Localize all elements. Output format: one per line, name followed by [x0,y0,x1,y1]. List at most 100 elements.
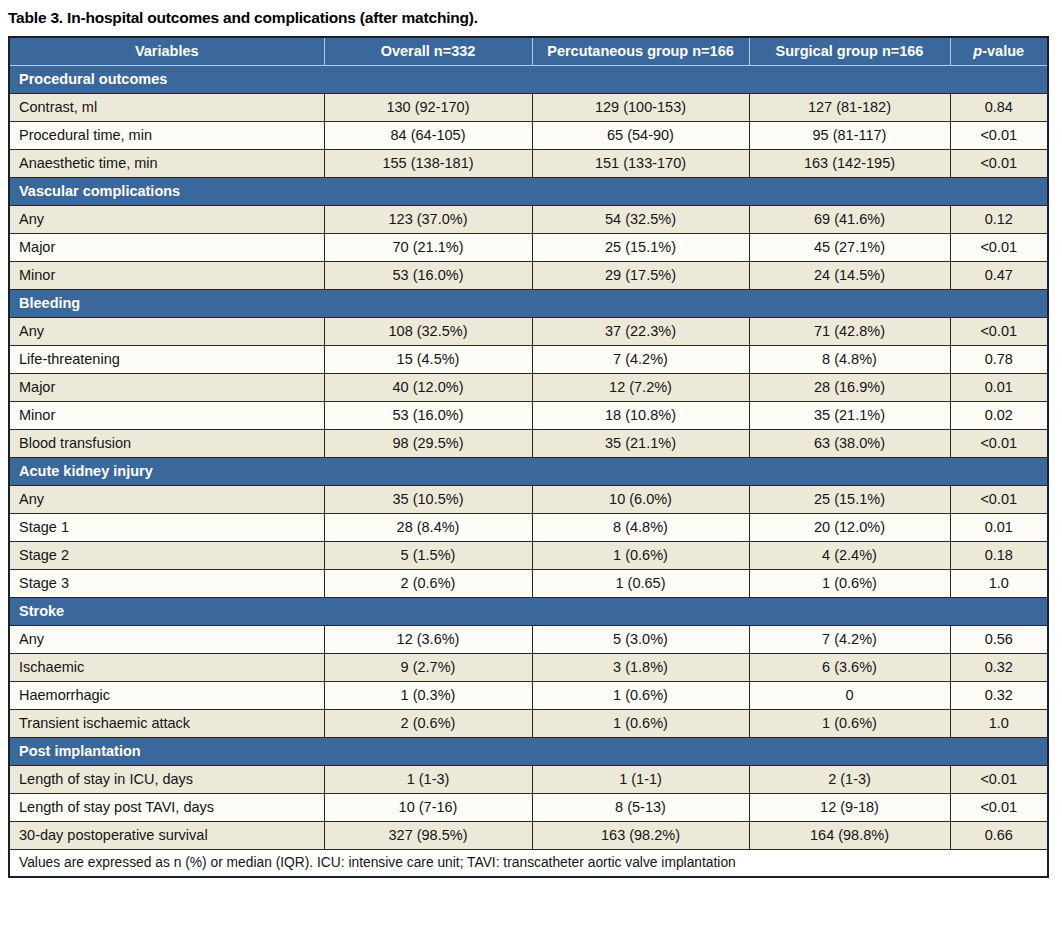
row-label-cell: Length of stay in ICU, days [9,765,324,793]
row-value-cell: 53 (16.0%) [324,261,532,289]
row-value-cell: 2 (1-3) [749,765,950,793]
row-label-cell: Any [9,205,324,233]
row-value-cell: 2 (0.6%) [324,569,532,597]
section-header-procedural-outcomes: Procedural outcomes [9,65,1048,93]
table-row: Blood transfusion98 (29.5%)35 (21.1%)63 … [9,429,1048,457]
row-value-cell: <0.01 [950,233,1048,261]
row-value-cell: 54 (32.5%) [532,205,749,233]
row-value-cell: 108 (32.5%) [324,317,532,345]
row-label-cell: Ischaemic [9,653,324,681]
table-row: Any35 (10.5%)10 (6.0%)25 (15.1%)<0.01 [9,485,1048,513]
row-value-cell: 98 (29.5%) [324,429,532,457]
row-value-cell: 20 (12.0%) [749,513,950,541]
row-value-cell: 35 (21.1%) [532,429,749,457]
row-value-cell: 45 (27.1%) [749,233,950,261]
table-row: Any123 (37.0%)54 (32.5%)69 (41.6%)0.12 [9,205,1048,233]
row-value-cell: 1 (0.6%) [532,681,749,709]
row-value-cell: 1 (1-1) [532,765,749,793]
row-value-cell: 37 (22.3%) [532,317,749,345]
table-header: VariablesOverall n=332Percutaneous group… [9,37,1048,65]
table-row: Any108 (32.5%)37 (22.3%)71 (42.8%)<0.01 [9,317,1048,345]
table-row: Anaesthetic time, min155 (138-181)151 (1… [9,149,1048,177]
row-value-cell: 0.01 [950,513,1048,541]
table-row: Stage 32 (0.6%)1 (0.65)1 (0.6%)1.0 [9,569,1048,597]
row-value-cell: 25 (15.1%) [532,233,749,261]
page: Table 3. In-hospital outcomes and compli… [0,0,1062,878]
row-value-cell: 65 (54-90) [532,121,749,149]
row-value-cell: 63 (38.0%) [749,429,950,457]
row-value-cell: 29 (17.5%) [532,261,749,289]
table-row: Major40 (12.0%)12 (7.2%)28 (16.9%)0.01 [9,373,1048,401]
row-label-cell: Transient ischaemic attack [9,709,324,737]
pvalue-rest: -value [982,43,1024,59]
row-value-cell: <0.01 [950,765,1048,793]
row-value-cell: 6 (3.6%) [749,653,950,681]
row-label-cell: Minor [9,261,324,289]
table-row: Transient ischaemic attack2 (0.6%)1 (0.6… [9,709,1048,737]
row-value-cell: 129 (100-153) [532,93,749,121]
row-value-cell: 28 (16.9%) [749,373,950,401]
row-label-cell: Stage 2 [9,541,324,569]
row-value-cell: 10 (7-16) [324,793,532,821]
table-body: Procedural outcomesContrast, ml130 (92-1… [9,65,1048,877]
table-row: Any12 (3.6%)5 (3.0%)7 (4.2%)0.56 [9,625,1048,653]
row-value-cell: 12 (9-18) [749,793,950,821]
row-label-cell: Any [9,317,324,345]
row-value-cell: 53 (16.0%) [324,401,532,429]
row-value-cell: 69 (41.6%) [749,205,950,233]
row-value-cell: 163 (98.2%) [532,821,749,849]
row-value-cell: 130 (92-170) [324,93,532,121]
section-header-vascular-complications: Vascular complications [9,177,1048,205]
row-value-cell: 0.56 [950,625,1048,653]
row-value-cell: 1 (0.65) [532,569,749,597]
table-row: Procedural time, min84 (64-105)65 (54-90… [9,121,1048,149]
row-value-cell: 84 (64-105) [324,121,532,149]
row-value-cell: 8 (4.8%) [749,345,950,373]
row-value-cell: 18 (10.8%) [532,401,749,429]
row-value-cell: 3 (1.8%) [532,653,749,681]
row-value-cell: <0.01 [950,485,1048,513]
row-value-cell: 0 [749,681,950,709]
row-value-cell: 1 (0.3%) [324,681,532,709]
row-value-cell: 0.18 [950,541,1048,569]
row-label-cell: Contrast, ml [9,93,324,121]
row-value-cell: 12 (7.2%) [532,373,749,401]
row-label-cell: Any [9,485,324,513]
row-value-cell: 1.0 [950,709,1048,737]
row-label-cell: Minor [9,401,324,429]
table-row: Stage 25 (1.5%)1 (0.6%)4 (2.4%)0.18 [9,541,1048,569]
footnote: Values are expressed as n (%) or median … [9,849,1048,877]
column-header-percutaneous-group-n-166: Percutaneous group n=166 [532,37,749,65]
table-row: Stage 128 (8.4%)8 (4.8%)20 (12.0%)0.01 [9,513,1048,541]
row-value-cell: 1.0 [950,569,1048,597]
section-header-bleeding: Bleeding [9,289,1048,317]
row-label-cell: Major [9,373,324,401]
row-label-cell: Haemorrhagic [9,681,324,709]
column-header-p-value: p-value [950,37,1048,65]
column-header-overall-n-332: Overall n=332 [324,37,532,65]
row-value-cell: 163 (142-195) [749,149,950,177]
row-value-cell: 2 (0.6%) [324,709,532,737]
row-value-cell: 155 (138-181) [324,149,532,177]
row-value-cell: 7 (4.2%) [749,625,950,653]
row-value-cell: 0.02 [950,401,1048,429]
table-row: Major70 (21.1%)25 (15.1%)45 (27.1%)<0.01 [9,233,1048,261]
row-value-cell: 1 (0.6%) [532,709,749,737]
row-value-cell: 71 (42.8%) [749,317,950,345]
row-value-cell: 8 (5-13) [532,793,749,821]
row-value-cell: 1 (0.6%) [749,709,950,737]
row-value-cell: 35 (10.5%) [324,485,532,513]
section-header-row: Procedural outcomes [9,65,1048,93]
row-value-cell: 327 (98.5%) [324,821,532,849]
row-label-cell: Any [9,625,324,653]
row-value-cell: 7 (4.2%) [532,345,749,373]
row-value-cell: 5 (3.0%) [532,625,749,653]
row-value-cell: 25 (15.1%) [749,485,950,513]
row-value-cell: 35 (21.1%) [749,401,950,429]
row-value-cell: 8 (4.8%) [532,513,749,541]
row-value-cell: 95 (81-117) [749,121,950,149]
row-value-cell: 123 (37.0%) [324,205,532,233]
row-value-cell: 0.32 [950,653,1048,681]
table-row: Length of stay in ICU, days1 (1-3)1 (1-1… [9,765,1048,793]
row-value-cell: <0.01 [950,149,1048,177]
